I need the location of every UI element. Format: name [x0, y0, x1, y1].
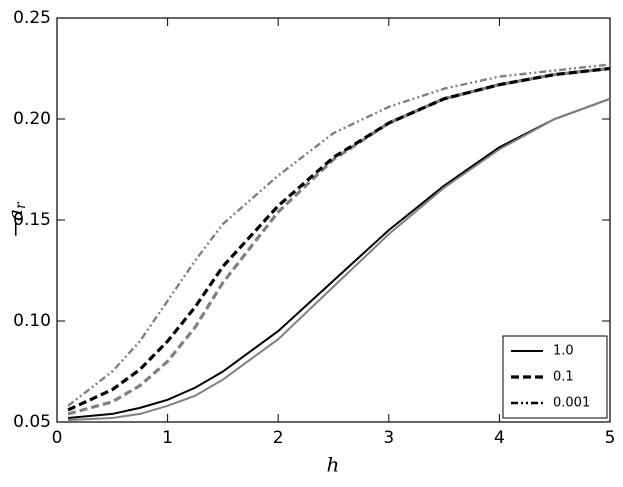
y-axis-label: −ar — [3, 201, 30, 238]
y-axis-label-sub: r — [13, 201, 29, 209]
y-tick-label: 0.20 — [13, 109, 51, 129]
y-tick-label: 0.10 — [13, 311, 51, 331]
legend-label: 1.0 — [553, 344, 574, 359]
x-tick-label: 4 — [494, 428, 505, 448]
legend-box — [502, 335, 608, 419]
legend-label: 0.001 — [553, 396, 590, 411]
x-tick-label: 5 — [605, 428, 616, 448]
y-tick-label: 0.15 — [13, 210, 51, 230]
x-tick-label: 1 — [162, 428, 173, 448]
x-tick-label: 3 — [383, 428, 394, 448]
y-axis-label-main: −a — [3, 209, 27, 238]
y-tick-label: 0.25 — [13, 8, 51, 28]
y-tick-label: 0.05 — [13, 412, 51, 432]
series-line — [67, 97, 611, 419]
x-axis-label: h — [327, 453, 340, 477]
series-line — [67, 66, 611, 412]
legend-label: 0.1 — [553, 370, 574, 385]
series-line — [67, 66, 611, 416]
x-tick-label: 0 — [52, 428, 63, 448]
x-tick-label: 2 — [273, 428, 284, 448]
series-line — [68, 97, 611, 421]
